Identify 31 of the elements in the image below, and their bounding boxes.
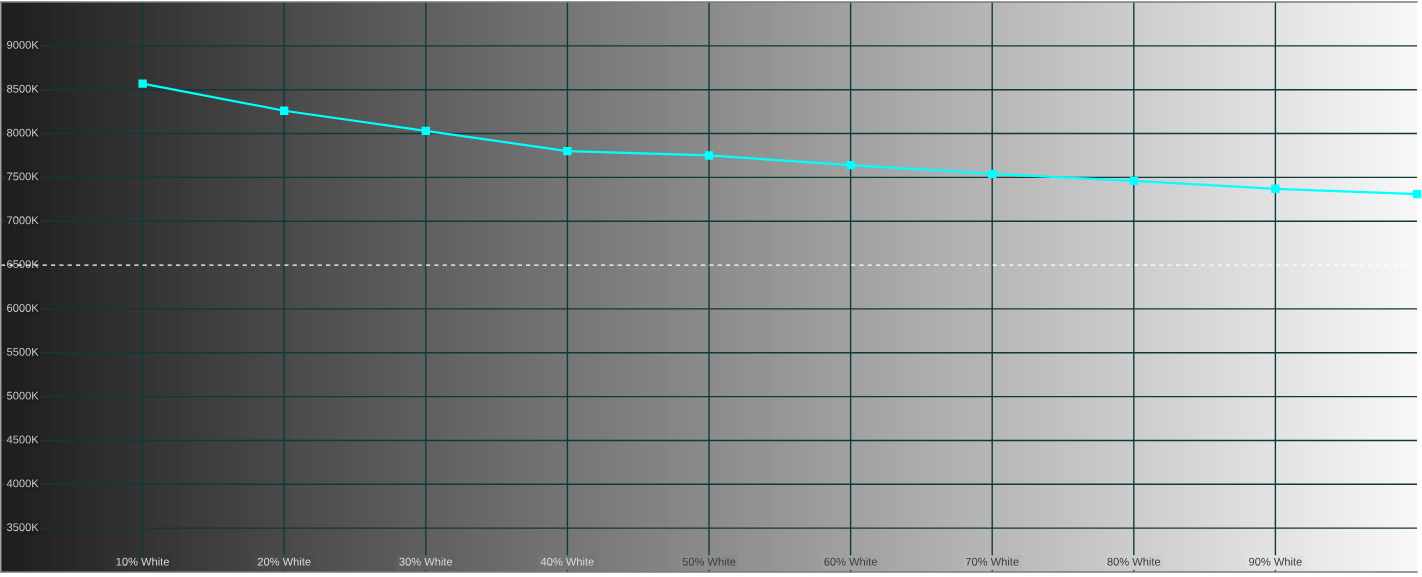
y-tick-label: 7500K [7, 172, 39, 181]
point [1129, 176, 1138, 186]
x-tick-label: 90% White [1249, 557, 1302, 566]
x-tick-label: 10% White [116, 557, 169, 566]
point [704, 151, 714, 160]
y-tick-label: 9000K [7, 40, 39, 49]
point [280, 106, 289, 115]
y-tick-label: 3500K [6, 523, 39, 532]
point [1271, 184, 1280, 193]
y-tick-label: 5000K [7, 391, 39, 400]
y-tick-label: 4000K [6, 479, 39, 488]
x-tick-label: 30% White [399, 557, 453, 566]
x-tick-label: 70% White [965, 557, 1019, 566]
point [563, 146, 572, 156]
point [846, 160, 855, 170]
point [421, 126, 430, 136]
y-tick-label: 8000K [7, 128, 39, 137]
y-tick-label: 7000K [7, 216, 39, 225]
y-tick-label: 6500K [7, 260, 39, 269]
point [988, 169, 997, 179]
y-tick-label: 6000K [7, 304, 39, 312]
x-tick-label: 80% White [1107, 557, 1161, 566]
x-tick-label: 20% White [257, 557, 311, 566]
x-tick-label: 60% White [824, 557, 877, 566]
point [1412, 189, 1422, 199]
y-tick-label: 8500K [7, 84, 39, 93]
x-tick-label: 40% White [540, 557, 594, 566]
x-tick-label: 50% White [682, 557, 736, 566]
y-tick-label: 4500K [6, 435, 39, 444]
point [138, 79, 147, 88]
y-tick-label: 5500K [7, 347, 39, 356]
